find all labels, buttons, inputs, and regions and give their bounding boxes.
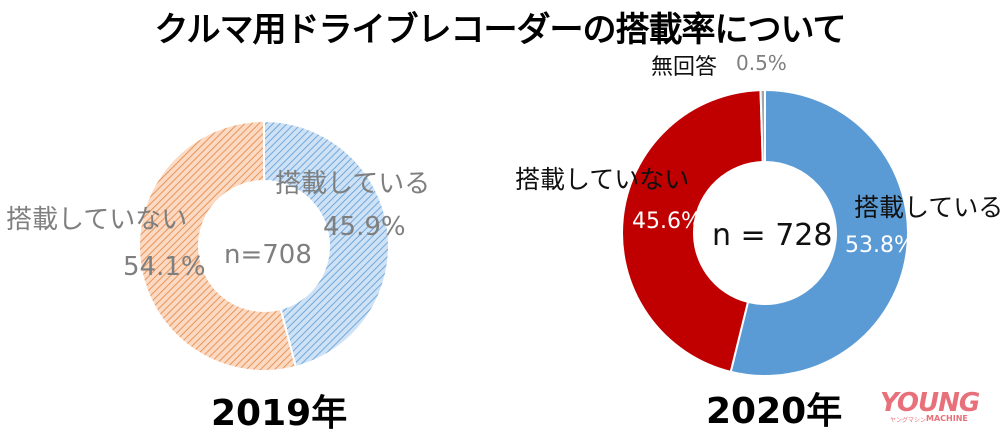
page-title: クルマ用ドライブレコーダーの搭載率について (154, 10, 847, 50)
year-label-2019: 2019年 (211, 393, 348, 434)
logo-main: YOUNG (880, 388, 980, 418)
pct-2020-not-installed: 45.6% (632, 209, 702, 234)
label-2019-installed: 搭載している (275, 169, 431, 199)
year-label-2020: 2020年 (706, 391, 843, 432)
donut-slice (621, 89, 764, 374)
pct-2020-no-answer: 0.5% (736, 51, 787, 75)
center-label-2020: n = 728 (712, 218, 833, 253)
donut-2020 (621, 88, 909, 377)
label-2020-no-answer: 無回答 (651, 55, 718, 80)
label-2019-not-installed: 搭載していない (6, 205, 188, 235)
donut-slice (729, 88, 909, 377)
logo-kana: ヤングマシン (890, 417, 927, 424)
label-2020-not-installed: 搭載していない (515, 165, 690, 194)
label-2020-installed: 搭載している (854, 193, 1000, 222)
young-machine-logo: YOUNG ヤングマシン MACHINE (880, 388, 992, 424)
donut-2019 (138, 119, 390, 372)
center-label-2019: n=708 (224, 240, 312, 270)
pct-2019-not-installed: 54.1% (123, 252, 206, 282)
donut-charts (138, 88, 909, 377)
donut-slice (138, 119, 298, 372)
pct-2020-installed: 53.8% (845, 233, 915, 258)
donut-slice (759, 88, 766, 164)
donut-slice (263, 119, 390, 369)
pct-2019-installed: 45.9% (323, 212, 406, 242)
logo-sub: MACHINE (926, 414, 968, 423)
